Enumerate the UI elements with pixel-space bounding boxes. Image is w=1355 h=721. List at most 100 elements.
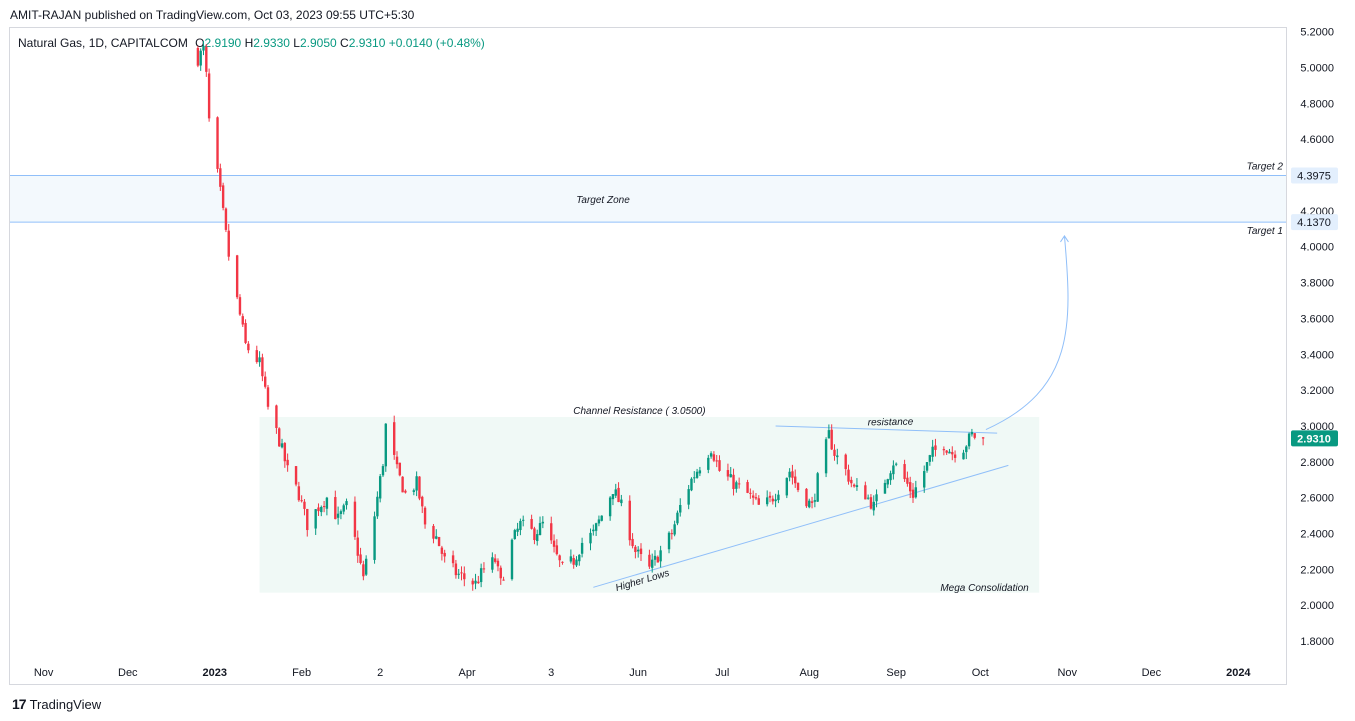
candle	[729, 474, 732, 478]
y-tick-label: 4.0000	[1300, 242, 1334, 254]
candle	[592, 529, 595, 532]
candle	[864, 485, 867, 500]
candle	[325, 497, 329, 509]
candle	[735, 482, 738, 489]
candle	[754, 497, 758, 499]
candle	[477, 581, 480, 584]
candle	[833, 449, 836, 456]
candle	[415, 476, 418, 491]
x-tick-label: Oct	[972, 667, 989, 679]
target-zone-label: Target Zone	[576, 195, 630, 206]
low-label: L	[293, 36, 300, 50]
candle	[816, 473, 819, 502]
candle	[796, 482, 800, 491]
higher-lows-line	[593, 464, 1009, 588]
candle	[886, 479, 889, 485]
candle	[482, 568, 486, 570]
candle	[499, 567, 502, 579]
candle	[712, 454, 716, 461]
candle	[693, 477, 696, 479]
target-2-badge-bg	[1291, 167, 1338, 184]
candle	[580, 542, 584, 554]
candle	[751, 495, 755, 498]
x-tick-label: Dec	[118, 667, 138, 679]
candle	[813, 500, 817, 502]
candle	[794, 476, 797, 484]
candle	[673, 524, 676, 535]
candle	[493, 558, 497, 562]
candle	[746, 482, 749, 493]
tradingview-logo[interactable]: 17 TradingView	[12, 696, 101, 712]
candle	[866, 497, 870, 499]
candle	[435, 536, 438, 539]
current-price-badge: 2.9310	[1297, 433, 1331, 445]
high-label: H	[244, 36, 254, 50]
candle	[561, 561, 564, 563]
x-tick-label: Dec	[1142, 667, 1162, 679]
y-tick-label: 4.8000	[1300, 98, 1334, 110]
candle	[460, 572, 463, 574]
candle	[639, 548, 643, 555]
candle	[297, 486, 301, 501]
candle	[953, 454, 957, 458]
candle	[283, 443, 287, 462]
candle	[967, 433, 971, 447]
high-value: 2.9330	[253, 36, 290, 50]
candle	[690, 478, 693, 491]
open-value: 2.9190	[204, 36, 242, 50]
candle	[925, 462, 929, 471]
change-value: +0.0140 (+0.48%)	[388, 36, 485, 50]
candle	[903, 464, 906, 480]
candle	[931, 446, 934, 457]
candle	[611, 494, 615, 500]
target-1-badge: 4.1370	[1297, 217, 1331, 229]
candle	[774, 499, 777, 502]
projection-arrow	[985, 235, 1069, 431]
candle	[636, 549, 640, 552]
candle	[381, 466, 385, 476]
y-tick-label: 4.6000	[1300, 134, 1334, 146]
candle	[356, 537, 359, 556]
candle	[617, 487, 620, 503]
candle	[698, 470, 702, 474]
candle	[241, 316, 244, 325]
candle	[384, 423, 387, 467]
candle	[951, 452, 954, 455]
candle	[286, 459, 289, 466]
candle	[244, 322, 247, 343]
candle	[418, 476, 421, 499]
projection-arrowhead	[1060, 235, 1069, 243]
y-tick-label: 2.2000	[1300, 564, 1334, 576]
candle	[227, 230, 230, 257]
candle	[401, 476, 404, 493]
symbol-name[interactable]: Natural Gas, 1D, CAPITALCOM	[18, 36, 188, 50]
candle	[569, 556, 573, 562]
target-zone	[10, 175, 1286, 223]
candle	[648, 554, 651, 567]
candle	[805, 488, 808, 507]
candle	[667, 532, 671, 550]
candle	[404, 490, 407, 493]
candle	[280, 443, 284, 448]
candle	[785, 477, 789, 496]
candle	[962, 452, 965, 460]
candle	[653, 555, 657, 560]
candle	[894, 463, 898, 465]
channel-resistance-label: Channel Resistance ( 3.0500)	[573, 406, 705, 417]
candle	[275, 405, 278, 429]
candle	[510, 539, 514, 580]
candle	[247, 343, 250, 351]
x-tick-label: Jul	[715, 667, 729, 679]
candle	[608, 497, 612, 517]
candle	[676, 512, 679, 524]
candle	[516, 528, 519, 532]
candle	[709, 453, 713, 457]
candle	[398, 462, 402, 476]
candle	[572, 558, 575, 565]
candle	[440, 547, 444, 554]
candle	[670, 533, 674, 535]
candle	[306, 508, 309, 531]
candle	[552, 540, 556, 547]
candle	[791, 471, 794, 478]
